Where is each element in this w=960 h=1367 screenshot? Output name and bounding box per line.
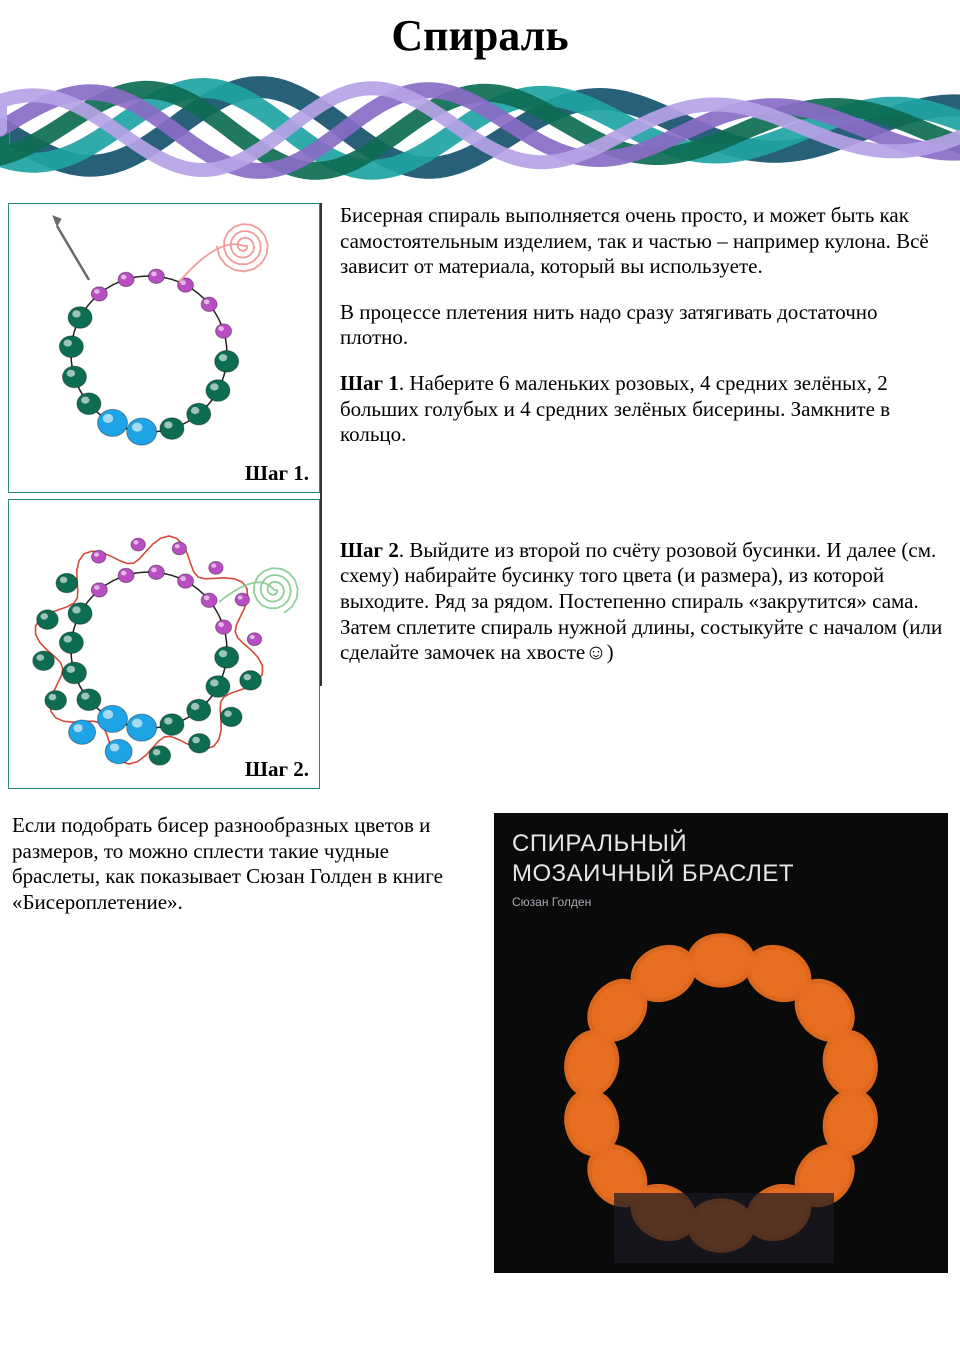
- step2-text: Шаг 2. Выйдите из второй по счёту розово…: [340, 538, 946, 666]
- bottom-text: Если подобрать бисер разнообразных цвето…: [12, 813, 494, 915]
- instruction-text: Бисерная спираль выполняется очень прост…: [320, 203, 960, 686]
- step2-body: . Выйдите из второй по счёту розовой бус…: [340, 538, 942, 664]
- step2-diagram: Шаг 2.: [8, 499, 320, 789]
- book-cover: СПИРАЛЬНЫЙ МОЗАИЧНЫЙ БРАСЛЕТ Сюзан Голде…: [494, 813, 948, 1273]
- step1-diagram: Шаг 1.: [8, 203, 320, 493]
- page-title: Спираль: [0, 0, 960, 69]
- intro-p2: В процессе плетения нить надо сразу затя…: [340, 300, 946, 351]
- step2-prefix: Шаг 2: [340, 538, 399, 562]
- book-title-line2: МОЗАИЧНЫЙ БРАСЛЕТ: [512, 860, 794, 887]
- step2-label: Шаг 2.: [245, 757, 309, 782]
- bottom-row: Если подобрать бисер разнообразных цвето…: [0, 813, 960, 1273]
- step1-label: Шаг 1.: [245, 461, 309, 486]
- diagram-column: Шаг 1. Шаг 2.: [0, 203, 320, 789]
- intro-p1: Бисерная спираль выполняется очень прост…: [340, 203, 946, 280]
- step1-prefix: Шаг 1: [340, 371, 399, 395]
- step1-body: . Наберите 6 маленьких розовых, 4 средни…: [340, 371, 890, 446]
- book-title-line1: СПИРАЛЬНЫЙ: [512, 830, 687, 857]
- main-content-row: Шаг 1. Шаг 2. Бисерная спираль выполняет…: [0, 203, 960, 789]
- hero-spiral-image: [0, 69, 960, 189]
- step1-text: Шаг 1. Наберите 6 маленьких розовых, 4 с…: [340, 371, 946, 448]
- book-title: СПИРАЛЬНЫЙ МОЗАИЧНЫЙ БРАСЛЕТ: [494, 813, 948, 889]
